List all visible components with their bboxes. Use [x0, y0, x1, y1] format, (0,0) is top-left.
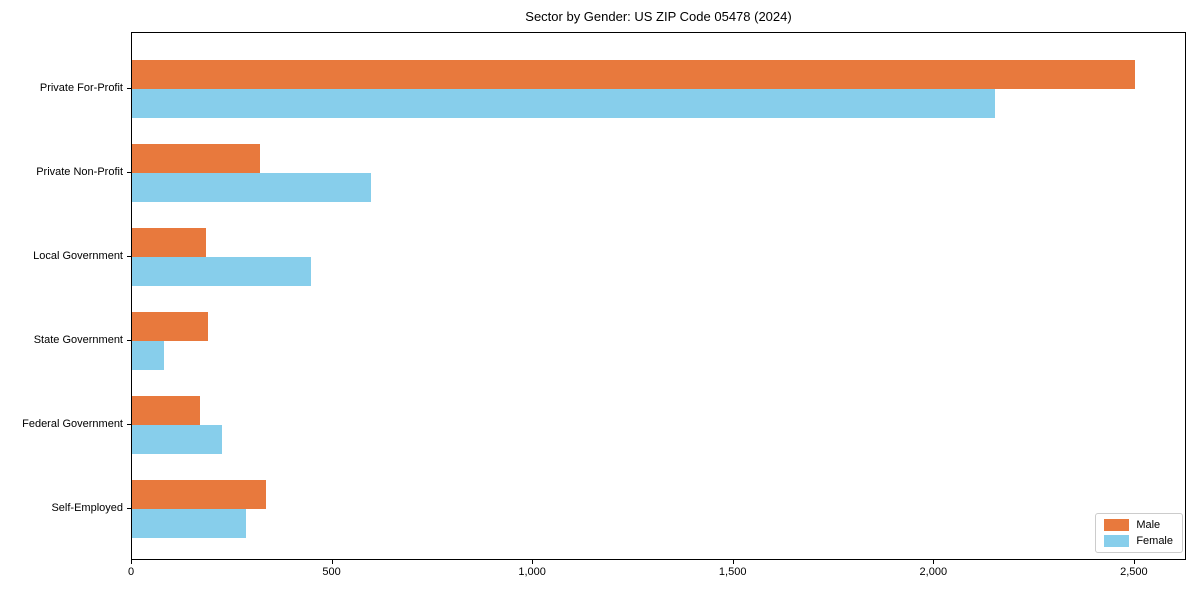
x-tick-mark-2 [532, 560, 534, 564]
bar-male-4 [132, 396, 201, 425]
x-tick-mark-1 [331, 560, 333, 564]
bar-male-5 [132, 480, 267, 509]
bar-male-3 [132, 312, 209, 341]
bar-female-0 [132, 89, 995, 118]
bar-male-1 [132, 144, 261, 173]
y-axis-label-4: Federal Government [22, 418, 123, 430]
y-tick-mark-5 [127, 508, 131, 509]
y-axis-label-3: State Government [33, 334, 123, 346]
bar-female-2 [132, 257, 311, 286]
legend-entry-female: Female [1104, 535, 1173, 547]
legend-entry-male: Male [1104, 519, 1173, 531]
x-axis-label-3: 1,500 [718, 566, 747, 578]
y-tick-mark-2 [127, 256, 131, 257]
y-tick-mark-3 [127, 340, 131, 341]
x-axis-label-1: 500 [322, 566, 341, 578]
y-tick-mark-0 [127, 88, 131, 89]
bar-male-0 [132, 60, 1135, 89]
legend-swatch-female [1104, 535, 1130, 547]
legend-label-male: Male [1136, 519, 1161, 531]
y-axis-label-2: Local Government [33, 250, 123, 262]
y-axis-label-0: Private For-Profit [39, 82, 123, 94]
legend-swatch-male [1104, 519, 1130, 531]
x-tick-mark-5 [1133, 560, 1135, 564]
bar-female-1 [132, 173, 371, 202]
y-axis-label-5: Self-Employed [51, 502, 123, 514]
chart-title: Sector by Gender: US ZIP Code 05478 (202… [525, 9, 792, 24]
y-tick-mark-1 [127, 172, 131, 173]
x-axis-label-5: 2,500 [1120, 566, 1148, 578]
bar-female-4 [132, 425, 223, 454]
legend: Male Female [1095, 513, 1183, 553]
y-tick-mark-4 [127, 424, 131, 425]
x-axis-label-2: 1,000 [518, 566, 546, 578]
x-axis-label-0: 0 [127, 566, 135, 578]
bar-female-5 [132, 509, 247, 538]
plot-area [131, 32, 1186, 560]
bar-male-2 [132, 228, 207, 257]
x-tick-mark-4 [933, 560, 935, 564]
x-axis-label-4: 2,000 [919, 566, 948, 578]
x-tick-mark-0 [131, 560, 132, 564]
y-axis-label-1: Private Non-Profit [36, 166, 123, 178]
legend-label-female: Female [1136, 535, 1173, 547]
bar-female-3 [132, 341, 165, 370]
x-tick-mark-3 [732, 560, 734, 564]
